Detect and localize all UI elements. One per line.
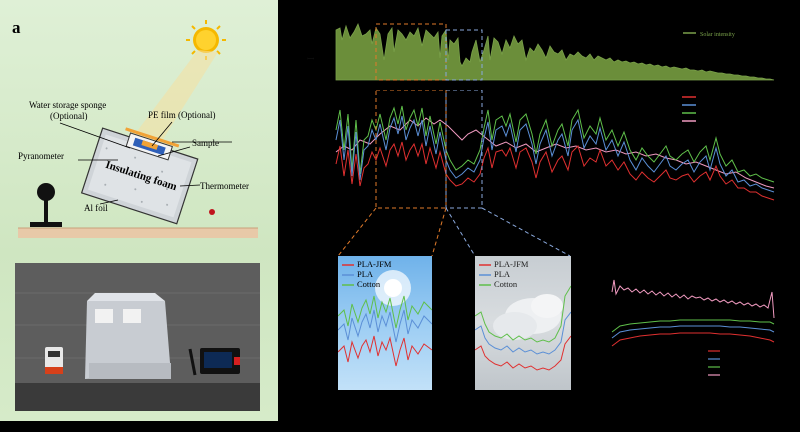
inset2-legend-cotton: Cotton <box>494 279 518 289</box>
legend-solar-label: Solar intensity <box>700 32 735 38</box>
label-sample: Sample <box>192 138 219 148</box>
night-series-ambient <box>611 279 775 319</box>
inset1-legend-cotton: Cotton <box>357 279 381 289</box>
label-water-sponge: Water storage sponge <box>29 100 107 110</box>
schematic-drawing <box>18 20 258 238</box>
panel-letter: a <box>12 18 21 37</box>
night-series-pla <box>611 325 775 339</box>
top-chart-ylabel: I <box>306 57 316 60</box>
series-cotton <box>335 105 775 183</box>
experiment-photo <box>15 263 260 411</box>
inset-sunny: PLA-JFM PLA Cotton <box>338 256 432 390</box>
temperature-chart <box>335 90 775 209</box>
inset-cloudy: PLA-JFM PLA Cotton <box>475 256 571 390</box>
highlight-box-blue-mid <box>445 90 483 209</box>
label-pe-film: PE film (Optional) <box>148 110 216 120</box>
inset1-legend-pla: PLA <box>357 269 374 279</box>
series-pla <box>335 115 775 193</box>
label-thermometer: Thermometer <box>200 181 249 191</box>
series-pla-jfm <box>335 141 775 201</box>
inset2-legend-pla-jfm: PLA-JFM <box>494 259 529 269</box>
label-al-foil: Al foil <box>84 203 108 213</box>
light-beam <box>132 50 218 152</box>
panel-a-schematic: a <box>0 0 278 421</box>
ground-strip <box>18 228 258 238</box>
solar-intensity-chart: I Solar intensity <box>306 22 775 81</box>
pyranometer-icon <box>30 183 62 227</box>
thermometer-probe <box>209 209 215 215</box>
highlight-box-blue <box>445 29 483 81</box>
inset2-legend-pla: PLA <box>494 269 511 279</box>
sun-icon <box>186 20 226 60</box>
insulating-box <box>80 127 199 225</box>
label-pyranometer: Pyranometer <box>18 151 64 161</box>
night-temperature-chart <box>611 279 775 376</box>
inset1-legend-pla-jfm: PLA-JFM <box>357 259 392 269</box>
night-series-cotton <box>611 319 775 333</box>
label-water-sponge-optional: (Optional) <box>50 111 88 121</box>
night-series-pla-jfm <box>611 332 775 347</box>
